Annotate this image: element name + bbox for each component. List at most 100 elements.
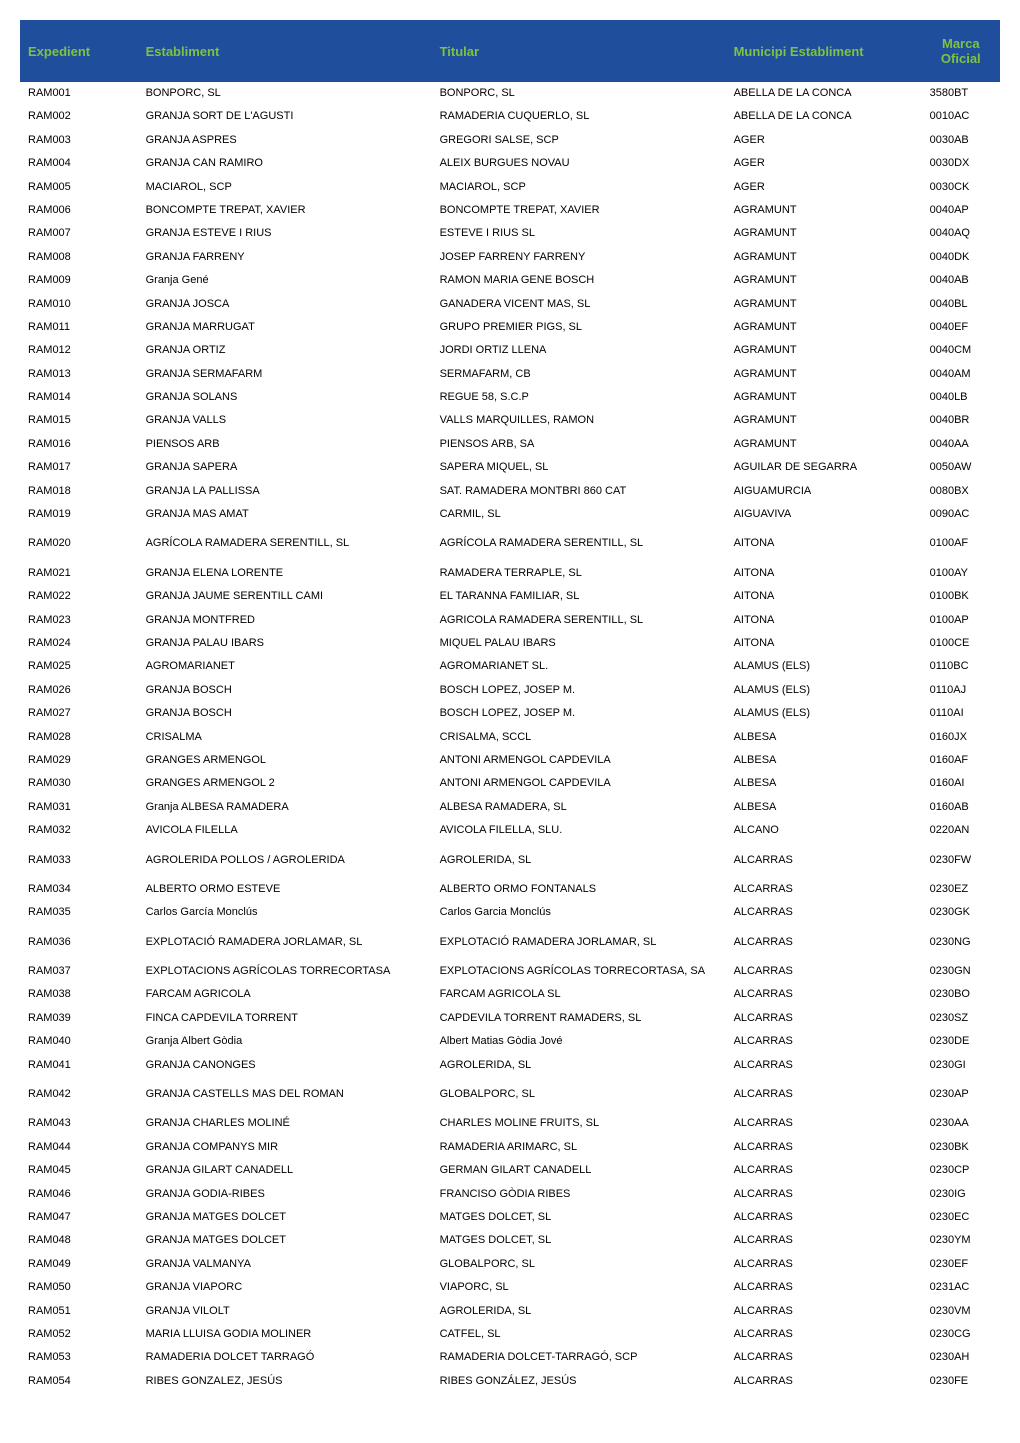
- cell-municipi: AIGUAMURCIA: [726, 480, 922, 503]
- cell-titular: RIBES GONZÁLEZ, JESÚS: [432, 1370, 726, 1393]
- table-row: RAM025AGROMARIANETAGROMARIANET SL.ALAMUS…: [20, 655, 1000, 678]
- cell-marca: 0100AF: [922, 526, 1000, 555]
- cell-establiment: FARCAM AGRICOLA: [138, 983, 432, 1006]
- cell-marca: 0230EZ: [922, 872, 1000, 901]
- cell-expedient: RAM045: [20, 1159, 138, 1182]
- table-row: RAM049GRANJA VALMANYAGLOBALPORC, SLALCAR…: [20, 1253, 1000, 1276]
- cell-titular: ANTONI ARMENGOL CAPDEVILA: [432, 749, 726, 772]
- cell-municipi: ALBESA: [726, 796, 922, 819]
- cell-municipi: AGER: [726, 129, 922, 152]
- cell-marca: 0110AI: [922, 702, 1000, 725]
- cell-expedient: RAM024: [20, 632, 138, 655]
- cell-establiment: GRANJA JAUME SERENTILL CAMI: [138, 585, 432, 608]
- cell-marca: 0040EF: [922, 316, 1000, 339]
- cell-municipi: AGRAMUNT: [726, 269, 922, 292]
- cell-titular: MATGES DOLCET, SL: [432, 1229, 726, 1252]
- cell-marca: 0230FW: [922, 843, 1000, 872]
- cell-municipi: AGRAMUNT: [726, 363, 922, 386]
- cell-expedient: RAM042: [20, 1077, 138, 1106]
- cell-expedient: RAM046: [20, 1183, 138, 1206]
- table-row: RAM035Carlos García MonclúsCarlos Garcia…: [20, 901, 1000, 924]
- cell-marca: 0230BO: [922, 983, 1000, 1006]
- cell-titular: VALLS MARQUILLES, RAMON: [432, 409, 726, 432]
- cell-marca: 0160AF: [922, 749, 1000, 772]
- cell-marca: 0160JX: [922, 726, 1000, 749]
- cell-establiment: GRANGES ARMENGOL: [138, 749, 432, 772]
- table-row: RAM007GRANJA ESTEVE I RIUSESTEVE I RIUS …: [20, 222, 1000, 245]
- cell-municipi: AITONA: [726, 526, 922, 555]
- cell-titular: SERMAFARM, CB: [432, 363, 726, 386]
- cell-expedient: RAM011: [20, 316, 138, 339]
- table-row: RAM034ALBERTO ORMO ESTEVEALBERTO ORMO FO…: [20, 872, 1000, 901]
- table-row: RAM022GRANJA JAUME SERENTILL CAMIEL TARA…: [20, 585, 1000, 608]
- table-row: RAM029GRANGES ARMENGOLANTONI ARMENGOL CA…: [20, 749, 1000, 772]
- cell-expedient: RAM040: [20, 1030, 138, 1053]
- cell-titular: REGUE 58, S.C.P: [432, 386, 726, 409]
- header-marca: Marca Oficial: [922, 21, 1000, 81]
- cell-marca: 0231AC: [922, 1276, 1000, 1299]
- table-row: RAM002GRANJA SORT DE L'AGUSTIRAMADERIA C…: [20, 105, 1000, 128]
- cell-establiment: GRANJA GODIA-RIBES: [138, 1183, 432, 1206]
- cell-titular: GRUPO PREMIER PIGS, SL: [432, 316, 726, 339]
- cell-titular: AVICOLA FILELLA, SLU.: [432, 819, 726, 842]
- cell-establiment: MACIAROL, SCP: [138, 176, 432, 199]
- cell-expedient: RAM031: [20, 796, 138, 819]
- cell-establiment: GRANJA VIAPORC: [138, 1276, 432, 1299]
- cell-marca: 0230SZ: [922, 1007, 1000, 1030]
- cell-municipi: AGRAMUNT: [726, 339, 922, 362]
- cell-expedient: RAM033: [20, 843, 138, 872]
- cell-marca: 0040AB: [922, 269, 1000, 292]
- cell-expedient: RAM022: [20, 585, 138, 608]
- cell-municipi: AGRAMUNT: [726, 246, 922, 269]
- cell-titular: MATGES DOLCET, SL: [432, 1206, 726, 1229]
- cell-expedient: RAM002: [20, 105, 138, 128]
- table-row: RAM015GRANJA VALLSVALLS MARQUILLES, RAMO…: [20, 409, 1000, 432]
- cell-marca: 0230EC: [922, 1206, 1000, 1229]
- table-row: RAM001BONPORC, SLBONPORC, SLABELLA DE LA…: [20, 81, 1000, 105]
- cell-municipi: AGRAMUNT: [726, 433, 922, 456]
- cell-municipi: ALBESA: [726, 772, 922, 795]
- cell-marca: 3580BT: [922, 81, 1000, 105]
- cell-establiment: RIBES GONZALEZ, JESÚS: [138, 1370, 432, 1393]
- cell-expedient: RAM044: [20, 1136, 138, 1159]
- cell-titular: Albert Matias Gòdia Jové: [432, 1030, 726, 1053]
- cell-expedient: RAM018: [20, 480, 138, 503]
- cell-expedient: RAM005: [20, 176, 138, 199]
- table-row: RAM013GRANJA SERMAFARMSERMAFARM, CBAGRAM…: [20, 363, 1000, 386]
- cell-titular: CATFEL, SL: [432, 1323, 726, 1346]
- cell-titular: RAMADERIA DOLCET-TARRAGÓ, SCP: [432, 1346, 726, 1369]
- cell-titular: RAMON MARIA GENE BOSCH: [432, 269, 726, 292]
- cell-municipi: AITONA: [726, 556, 922, 585]
- table-row: RAM050GRANJA VIAPORCVIAPORC, SLALCARRAS0…: [20, 1276, 1000, 1299]
- table-row: RAM024GRANJA PALAU IBARSMIQUEL PALAU IBA…: [20, 632, 1000, 655]
- table-row: RAM010GRANJA JOSCAGANADERA VICENT MAS, S…: [20, 293, 1000, 316]
- cell-municipi: ALCARRAS: [726, 1077, 922, 1106]
- table-row: RAM027GRANJA BOSCHBOSCH LOPEZ, JOSEP M.A…: [20, 702, 1000, 725]
- cell-titular: AGROLERIDA, SL: [432, 1054, 726, 1077]
- cell-establiment: GRANJA COMPANYS MIR: [138, 1136, 432, 1159]
- cell-municipi: ALCARRAS: [726, 954, 922, 983]
- cell-titular: BONPORC, SL: [432, 81, 726, 105]
- cell-establiment: AGRÍCOLA RAMADERA SERENTILL, SL: [138, 526, 432, 555]
- cell-expedient: RAM012: [20, 339, 138, 362]
- cell-municipi: ALCARRAS: [726, 901, 922, 924]
- cell-municipi: ALCARRAS: [726, 1300, 922, 1323]
- cell-marca: 0110AJ: [922, 679, 1000, 702]
- cell-municipi: ALCARRAS: [726, 1323, 922, 1346]
- cell-establiment: BONPORC, SL: [138, 81, 432, 105]
- cell-establiment: CRISALMA: [138, 726, 432, 749]
- cell-marca: 0230GN: [922, 954, 1000, 983]
- cell-marca: 0230EF: [922, 1253, 1000, 1276]
- cell-expedient: RAM019: [20, 503, 138, 526]
- cell-expedient: RAM029: [20, 749, 138, 772]
- cell-expedient: RAM038: [20, 983, 138, 1006]
- cell-expedient: RAM014: [20, 386, 138, 409]
- cell-establiment: GRANJA VILOLT: [138, 1300, 432, 1323]
- table-row: RAM016PIENSOS ARBPIENSOS ARB, SAAGRAMUNT…: [20, 433, 1000, 456]
- cell-expedient: RAM032: [20, 819, 138, 842]
- cell-establiment: GRANJA SAPERA: [138, 456, 432, 479]
- table-row: RAM032AVICOLA FILELLAAVICOLA FILELLA, SL…: [20, 819, 1000, 842]
- cell-municipi: ALCARRAS: [726, 1106, 922, 1135]
- cell-titular: FRANCISO GÒDIA RIBES: [432, 1183, 726, 1206]
- cell-titular: RAMADERIA CUQUERLO, SL: [432, 105, 726, 128]
